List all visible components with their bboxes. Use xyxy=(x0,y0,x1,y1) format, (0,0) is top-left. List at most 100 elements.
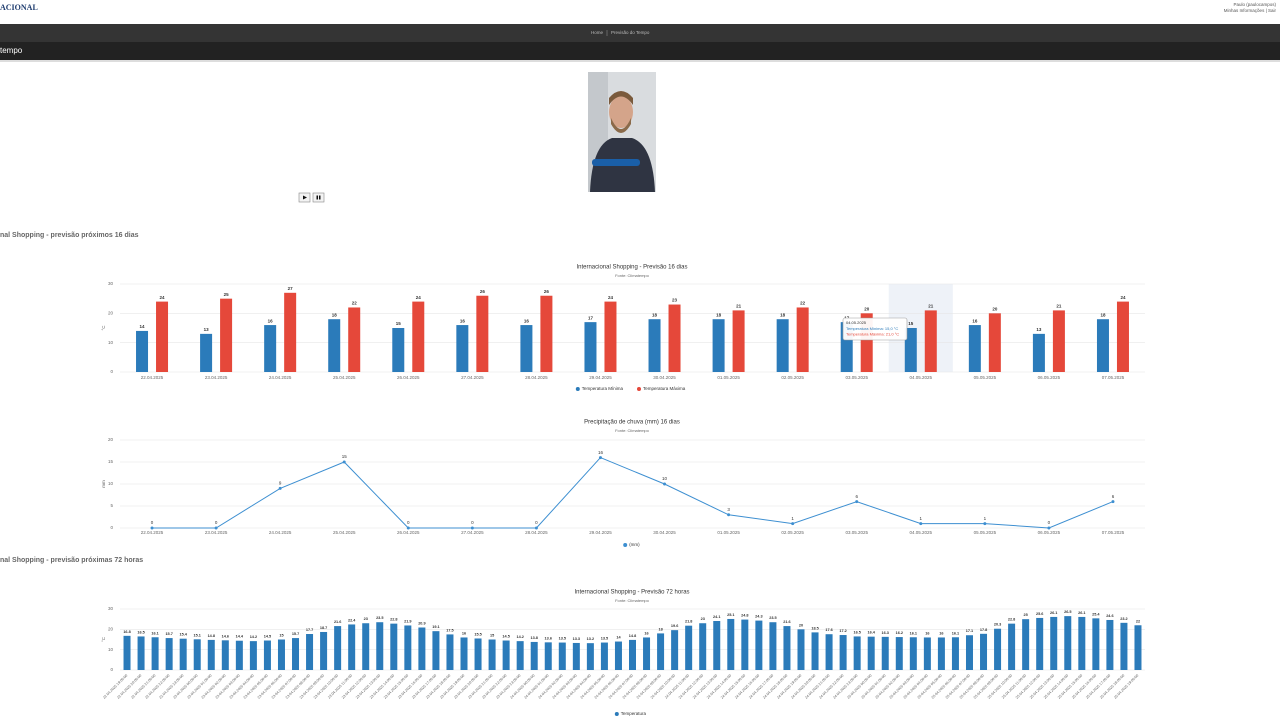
nav-item[interactable]: Home xyxy=(591,30,604,35)
data-label: 16 xyxy=(462,631,466,635)
bar xyxy=(412,301,425,372)
pause-icon xyxy=(316,195,318,200)
video-person-beard xyxy=(611,118,631,133)
x-tick-label: 23.04.2025 08:00:00 xyxy=(285,674,311,700)
data-label: 14.8 xyxy=(208,634,215,638)
video-caption xyxy=(592,159,640,166)
user-links[interactable]: Minhas Informações | Sair xyxy=(1224,8,1277,13)
tooltip-line: Temperatura Mínima: 15,0 °C xyxy=(846,326,898,331)
data-label: 1 xyxy=(920,516,923,521)
bar xyxy=(1008,623,1016,670)
video-person-head xyxy=(609,96,633,128)
bar xyxy=(1116,301,1129,372)
play-icon xyxy=(303,195,307,200)
nav-item[interactable]: Previsão do Tempo xyxy=(611,30,650,35)
data-label: 15 xyxy=(396,321,402,326)
data-label: 13.3 xyxy=(573,637,580,641)
data-label: 16.2 xyxy=(896,631,903,635)
data-label: 16 xyxy=(644,631,648,635)
video[interactable] xyxy=(588,72,656,192)
x-tick-label: 23.04.2025 00:00:00 xyxy=(172,674,198,700)
x-tick-label: 30.04.2025 xyxy=(653,375,676,380)
x-tick-label: 23.04.2025 14:00:00 xyxy=(369,674,395,700)
x-tick-label: 22.04.2025 22:00:00 xyxy=(144,674,170,700)
data-label: 15.1 xyxy=(194,633,201,637)
legend-marker xyxy=(614,712,619,716)
point xyxy=(406,526,410,530)
data-label: 16 xyxy=(972,318,978,323)
logo: ACIONAL xyxy=(0,3,38,12)
data-label: 16 xyxy=(460,318,466,323)
chart-title: Precipitação de chuva (mm) 16 dias xyxy=(584,420,680,426)
x-tick-label: 30.04.2025 xyxy=(653,530,676,535)
x-tick-label: 01.05.2025 xyxy=(717,375,740,380)
y-tick-label: 30 xyxy=(108,281,114,286)
bar xyxy=(1064,616,1072,670)
x-tick-label: 24.04.2025 05:00:00 xyxy=(580,674,606,700)
y-tick-label: 10 xyxy=(108,647,114,652)
x-tick-label: 25.04.2025 19:00:00 xyxy=(1113,674,1139,700)
x-tick-label: 24.04.2025 12:00:00 xyxy=(678,674,704,700)
x-tick-label: 25.04.2025 15:00:00 xyxy=(1057,674,1083,700)
x-tick-label: 04.05.2025 xyxy=(910,375,933,380)
data-label: 20 xyxy=(799,623,803,627)
x-tick-label: 25.04.2025 xyxy=(333,375,356,380)
x-tick-label: 05.05.2025 xyxy=(974,530,997,535)
pause-button[interactable] xyxy=(312,192,325,203)
bar xyxy=(671,630,679,670)
data-label: 21 xyxy=(736,304,742,309)
data-label: 16 xyxy=(939,631,943,635)
x-tick-label: 24.04.2025 02:00:00 xyxy=(538,674,564,700)
point xyxy=(1111,500,1115,504)
user-name[interactable]: Paulo (paulocampos) xyxy=(1233,2,1276,7)
bar xyxy=(460,637,468,670)
x-tick-label: 06.05.2025 xyxy=(1038,530,1061,535)
bar xyxy=(179,638,187,670)
data-label: 0 xyxy=(535,520,538,525)
bar xyxy=(137,636,145,670)
data-label: 16.3 xyxy=(882,631,889,635)
data-label: 17.1 xyxy=(966,629,973,633)
data-label: 14.6 xyxy=(222,634,229,638)
data-label: 13.6 xyxy=(545,636,552,640)
bar xyxy=(207,639,215,670)
section-heading: nal Shopping - previsão próximos 16 dias xyxy=(0,232,139,239)
x-tick-label: 25.04.2025 02:00:00 xyxy=(875,674,901,700)
bar xyxy=(235,640,243,670)
data-label: 23 xyxy=(672,298,678,303)
data-label: 10 xyxy=(662,476,668,481)
point xyxy=(534,526,538,530)
line xyxy=(152,457,1114,529)
x-tick-label: 23.04.2025 21:00:00 xyxy=(467,674,493,700)
data-label: 16.1 xyxy=(952,631,959,635)
bar xyxy=(200,333,213,372)
data-label: 18 xyxy=(658,627,662,631)
data-label: 20 xyxy=(992,307,998,312)
x-tick-label: 25.04.2025 09:00:00 xyxy=(973,674,999,700)
point xyxy=(1047,526,1051,530)
x-tick-label: 23.04.2025 16:00:00 xyxy=(397,674,423,700)
bar xyxy=(156,301,169,372)
y-tick-label: 30 xyxy=(108,606,114,611)
legend-label: Temperatura xyxy=(621,711,647,716)
data-label: 14.5 xyxy=(264,635,271,639)
point xyxy=(278,486,282,490)
data-label: 18 xyxy=(332,312,338,317)
x-tick-label: 04.05.2025 xyxy=(910,530,933,535)
x-tick-label: 23.04.2025 09:00:00 xyxy=(299,674,325,700)
data-label: 25 xyxy=(224,292,230,297)
x-tick-label: 24.04.2025 18:00:00 xyxy=(762,674,788,700)
data-label: 16.1 xyxy=(151,631,158,635)
x-tick-label: 24.04.2025 16:00:00 xyxy=(734,674,760,700)
bar xyxy=(530,641,538,670)
x-tick-label: 23.04.2025 23:00:00 xyxy=(495,674,521,700)
bar xyxy=(755,620,763,670)
x-tick-label: 25.04.2025 16:00:00 xyxy=(1071,674,1097,700)
x-tick-label: 24.04.2025 17:00:00 xyxy=(748,674,774,700)
data-label: 15 xyxy=(279,634,283,638)
x-tick-label: 25.04.2025 17:00:00 xyxy=(1085,674,1111,700)
bar xyxy=(685,625,693,670)
data-label: 21 xyxy=(928,304,934,309)
data-label: 21.6 xyxy=(783,620,790,624)
